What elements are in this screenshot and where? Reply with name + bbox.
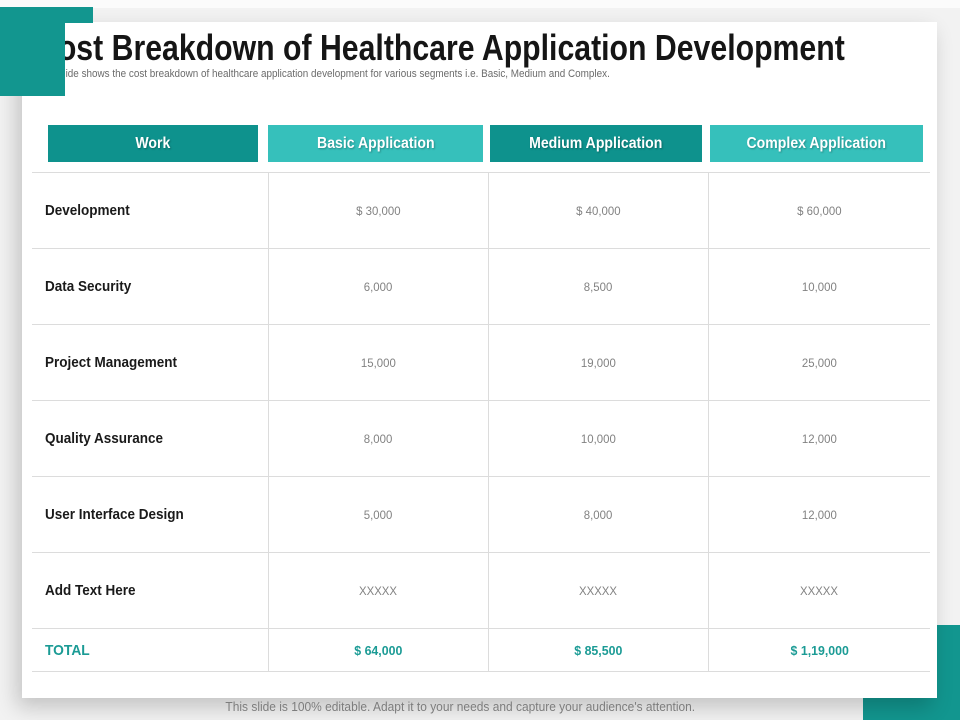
complex-value-cell: 25,000 — [708, 325, 930, 400]
row-label-cell: Development — [32, 173, 268, 248]
medium-value: $ 40,000 — [576, 203, 621, 218]
complex-value-cell: 10,000 — [708, 249, 930, 324]
medium-value-cell: $ 40,000 — [488, 173, 708, 248]
footer-note-text: This slide is 100% editable. Adapt it to… — [225, 699, 695, 714]
page-title: Cost Breakdown of Healthcare Application… — [36, 27, 845, 68]
complex-value-cell: 12,000 — [708, 477, 930, 552]
table-row-total: TOTAL $ 64,000 $ 85,500 $ 1,19,000 — [32, 629, 930, 672]
header-label-work: Work — [135, 134, 171, 152]
total-medium-value: $ 85,500 — [574, 642, 623, 658]
header-cell-complex-application: Complex Application — [710, 125, 923, 162]
row-label: Data Security — [45, 278, 132, 295]
header-label-medium-application: Medium Application — [529, 134, 663, 152]
complex-value-cell: XXXXX — [708, 553, 930, 628]
row-label: Development — [45, 202, 130, 219]
medium-value-cell: 8,500 — [488, 249, 708, 324]
row-label-cell: Project Management — [32, 325, 268, 400]
table-row-quality-assurance: Quality Assurance 8,000 10,000 12,000 — [32, 401, 930, 477]
header-cell-basic-application: Basic Application — [268, 125, 483, 162]
basic-value: 15,000 — [361, 355, 396, 370]
basic-value: 6,000 — [364, 279, 393, 294]
complex-value: 25,000 — [802, 355, 837, 370]
table-header-row: Work Basic Application Medium Applicatio… — [22, 125, 937, 162]
table-body: Development $ 30,000 $ 40,000 $ 60,000 D… — [32, 172, 930, 672]
complex-value: 12,000 — [802, 431, 837, 446]
basic-value: $ 30,000 — [356, 203, 401, 218]
header-cell-work: Work — [48, 125, 258, 162]
basic-value: XXXXX — [359, 583, 398, 598]
complex-value: 10,000 — [802, 279, 837, 294]
table-row-development: Development $ 30,000 $ 40,000 $ 60,000 — [32, 173, 930, 249]
basic-value-cell: 6,000 — [268, 249, 488, 324]
basic-value-cell: 8,000 — [268, 401, 488, 476]
table-row-project-management: Project Management 15,000 19,000 25,000 — [32, 325, 930, 401]
header-cell-medium-application: Medium Application — [490, 125, 702, 162]
table-row-user-interface-design: User Interface Design 5,000 8,000 12,000 — [32, 477, 930, 553]
total-complex-cell: $ 1,19,000 — [708, 629, 930, 671]
medium-value-cell: XXXXX — [488, 553, 708, 628]
medium-value-cell: 10,000 — [488, 401, 708, 476]
row-label: Project Management — [45, 354, 178, 371]
row-label-cell: Quality Assurance — [32, 401, 268, 476]
medium-value: 8,000 — [584, 507, 613, 522]
row-label: User Interface Design — [45, 506, 184, 523]
top-strip — [0, 0, 960, 8]
complex-value-cell: 12,000 — [708, 401, 930, 476]
table-row-add-text-here: Add Text Here XXXXX XXXXX XXXXX — [32, 553, 930, 629]
header-label-basic-application: Basic Application — [316, 134, 435, 152]
complex-value: 12,000 — [802, 507, 837, 522]
basic-value: 5,000 — [364, 507, 393, 522]
complex-value: XXXXX — [800, 583, 839, 598]
medium-value: 8,500 — [584, 279, 613, 294]
total-label: TOTAL — [45, 641, 90, 659]
basic-value-cell: XXXXX — [268, 553, 488, 628]
table-row-data-security: Data Security 6,000 8,500 10,000 — [32, 249, 930, 325]
page-subtitle: This slide shows the cost breakdown of h… — [37, 68, 610, 80]
total-complex-value: $ 1,19,000 — [790, 642, 849, 658]
basic-value-cell: $ 30,000 — [268, 173, 488, 248]
medium-value: 19,000 — [581, 355, 616, 370]
row-label-cell: Data Security — [32, 249, 268, 324]
total-basic-cell: $ 64,000 — [268, 629, 488, 671]
top-left-corner-accent — [0, 7, 65, 96]
row-label-cell: Add Text Here — [32, 553, 268, 628]
total-basic-value: $ 64,000 — [354, 642, 403, 658]
medium-value-cell: 8,000 — [488, 477, 708, 552]
medium-value-cell: 19,000 — [488, 325, 708, 400]
row-label: Quality Assurance — [45, 430, 164, 447]
content-card: Cost Breakdown of Healthcare Application… — [22, 22, 937, 698]
row-label: Add Text Here — [45, 582, 136, 599]
total-medium-cell: $ 85,500 — [488, 629, 708, 671]
footer-note: This slide is 100% editable. Adapt it to… — [0, 699, 920, 714]
medium-value: XXXXX — [579, 583, 618, 598]
complex-value-cell: $ 60,000 — [708, 173, 930, 248]
row-label-cell: User Interface Design — [32, 477, 268, 552]
basic-value-cell: 15,000 — [268, 325, 488, 400]
basic-value-cell: 5,000 — [268, 477, 488, 552]
medium-value: 10,000 — [581, 431, 616, 446]
basic-value: 8,000 — [364, 431, 393, 446]
header-label-complex-application: Complex Application — [746, 134, 887, 152]
total-label-cell: TOTAL — [32, 629, 268, 671]
complex-value: $ 60,000 — [797, 203, 842, 218]
